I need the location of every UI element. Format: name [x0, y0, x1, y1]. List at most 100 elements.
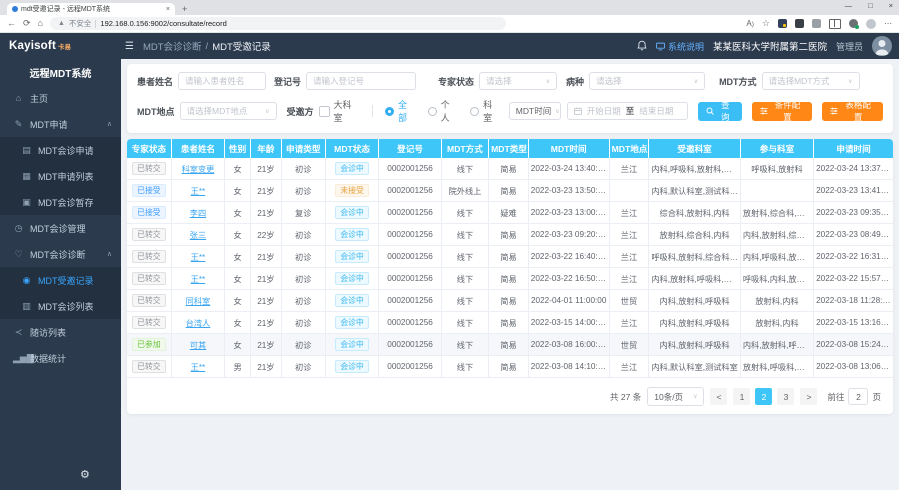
breadcrumb-current: MDT受邀记录: [212, 42, 271, 53]
patient-name-link[interactable]: 王**: [190, 362, 206, 372]
back-icon[interactable]: ←: [7, 18, 16, 28]
reload-icon[interactable]: ⟳: [23, 18, 31, 28]
breadcrumb-separator: /: [205, 40, 209, 52]
extension-icon[interactable]: [795, 19, 804, 28]
sidebar-item-followup-list[interactable]: ≺ 随访列表: [0, 319, 121, 345]
new-tab-button[interactable]: +: [182, 4, 188, 14]
column-header: MDT地点: [609, 139, 650, 158]
patient-name-link[interactable]: 王**: [190, 252, 206, 262]
sidebar-group-mdt-apply[interactable]: ✎ MDT申请 ∧: [0, 111, 121, 137]
prev-page-button[interactable]: <: [710, 388, 728, 405]
patient-name-link[interactable]: 科室变更: [181, 164, 215, 174]
invited-radio-all[interactable]: 全部: [384, 98, 416, 124]
invited-radio-dept[interactable]: 科室: [470, 98, 501, 124]
sidebar-item-mdt-draft[interactable]: ▣ MDT会诊暂存: [0, 189, 121, 215]
table-row[interactable]: 已接受 李四 女 21岁 复诊 会诊中 0002001256 线下 疑难 2022-03-23 1…: [127, 201, 893, 224]
cell-expert-status: 已转交: [127, 223, 172, 246]
window-minimize-button[interactable]: —: [844, 1, 853, 10]
radio-label: 科室: [483, 100, 493, 123]
sidebar-item-home[interactable]: ⌂ 主页: [0, 85, 121, 111]
disease-placeholder: 请选择: [596, 76, 622, 86]
sidebar-item-mdt-invite-record[interactable]: ◉ MDT受邀记录: [0, 267, 121, 293]
sidebar-item-mdt-consult-list[interactable]: ▥ MDT会诊列表: [0, 293, 121, 319]
patient-name-link[interactable]: 王**: [190, 274, 206, 284]
disease-select[interactable]: 请选择 ∨: [589, 72, 706, 90]
cell-age: 21岁: [250, 289, 282, 312]
table-row[interactable]: 已转交 王** 女 21岁 初诊 会诊中 0002001256 线下 简易 2022-03-22 …: [127, 267, 893, 290]
cell-joined-depts: 呼吸科,内科,放射科,影像科: [740, 267, 815, 290]
cell-mdt-mode: 线下: [441, 223, 490, 246]
bell-icon[interactable]: [637, 40, 647, 53]
sidebar-item-mdt-manage[interactable]: ◷ MDT会诊管理: [0, 215, 121, 241]
cell-mdt-time: 2022-03-22 16:40:00: [528, 245, 610, 268]
column-header: 受邀科室: [648, 139, 741, 158]
sidebar-item-mdt-apply-list[interactable]: ▦ MDT申请列表: [0, 163, 121, 189]
system-help-link[interactable]: 系统说明: [656, 40, 704, 53]
table-row[interactable]: 已转交 张三女 22岁 初诊 会诊中 0002001256 线下 简易 2022-03-23 0…: [127, 223, 893, 246]
chevron-down-icon: ∨: [265, 108, 270, 115]
favorite-star-icon[interactable]: ☆: [761, 18, 770, 28]
cell-mdt-mode: 线下: [441, 201, 490, 224]
time-field-select[interactable]: MDT时间 ∨: [508, 102, 561, 120]
browser-tab[interactable]: mdt受邀记录 - 远程MDT系统 ×: [7, 3, 175, 15]
invited-radio-personal[interactable]: 个人: [427, 98, 459, 124]
patient-name-input[interactable]: [178, 72, 267, 90]
sidebar-group-mdt-diagnose[interactable]: ♡ MDT会诊诊断 ∧: [0, 241, 121, 267]
page-button-3[interactable]: 3: [777, 388, 795, 405]
sidebar-fold-icon[interactable]: ☰: [125, 40, 134, 52]
table-row[interactable]: 已转交 科室变更女 21岁 初诊 会诊中 0002001256 线下 简易 2022-03-24…: [127, 158, 893, 180]
search-button[interactable]: 查询: [697, 100, 742, 122]
page-size-select[interactable]: 10条/页 ∨: [647, 387, 705, 406]
table-row[interactable]: 已转交 同科室 女 21岁 初诊 会诊中 0002001256 线下 简易 2022-04-01 …: [127, 289, 893, 312]
extension-icon[interactable]: [812, 19, 821, 28]
goto-page-input[interactable]: [848, 388, 869, 405]
home-page-icon: ⌂: [15, 93, 22, 103]
cell-invited-depts: 内科,默认科室,测试科室,放射科: [648, 179, 741, 202]
window-close-button[interactable]: ×: [888, 1, 893, 10]
sidebar-item-data-stats[interactable]: ▂▅▇ 数据统计: [0, 345, 121, 371]
table-row[interactable]: 已转交 台湾人女 21岁 初诊 会诊中 0002001256 线下 简易 2022-03-15 …: [127, 311, 893, 334]
date-range-picker[interactable]: 开始日期 至 结束日期: [566, 102, 688, 120]
split-screen-icon[interactable]: [829, 18, 841, 29]
table-row[interactable]: 已参加 可其女 21岁 初诊 会诊中 0002001256 线下 简易 2022-03-08 1…: [127, 333, 893, 356]
table-row[interactable]: 已接受 王** 女 21岁 初诊 未接受 0002001256 院外线上 简易 2022-03-2…: [127, 179, 893, 202]
patient-name-link[interactable]: 李四: [189, 208, 207, 218]
mdt-mode-select[interactable]: 请选择MDT方式 ∨: [761, 72, 860, 90]
extension-badge-icon[interactable]: [849, 19, 859, 29]
cell-gender: 女: [224, 158, 252, 180]
invited-dept-checkbox[interactable]: 大科室: [318, 98, 360, 124]
expert-status-select[interactable]: 请选择 ∨: [479, 72, 558, 90]
cell-expert-status: 已转交: [127, 158, 172, 180]
user-avatar[interactable]: [872, 36, 892, 56]
condition-config-button[interactable]: 条件配置: [751, 100, 813, 122]
sidebar-item-mdt-consult-apply[interactable]: ▤ MDT会诊申请: [0, 137, 121, 163]
table-row[interactable]: 已转交 王** 女 21岁 初诊 会诊中 0002001256 线下 简易 2022-03-22 …: [127, 245, 893, 268]
patient-name-link[interactable]: 张三: [189, 230, 207, 240]
gear-icon[interactable]: ⚙: [80, 469, 90, 481]
browser-profile-avatar[interactable]: [866, 18, 876, 29]
reg-no-input[interactable]: [306, 72, 417, 90]
page-button-2[interactable]: 2: [755, 388, 773, 405]
cell-gender: 女: [224, 267, 252, 290]
extension-icon[interactable]: [778, 19, 787, 28]
patient-name-link[interactable]: 台湾人: [185, 318, 211, 328]
window-restore-button[interactable]: □: [868, 1, 873, 10]
next-page-button[interactable]: >: [800, 388, 818, 405]
page-button-1[interactable]: 1: [733, 388, 751, 405]
patient-name-link[interactable]: 同科室: [185, 296, 211, 306]
table-row[interactable]: 已转交 王** 男 21岁 初诊 会诊中 0002001256 线下 简易 2022-03-08 …: [127, 355, 893, 378]
expert-status-tag: 已接受: [132, 184, 166, 197]
read-aloud-icon[interactable]: A): [746, 19, 754, 28]
edit-icon: ✎: [14, 118, 23, 129]
address-bar[interactable]: ▲ 不安全 192.168.0.156:9002/consultate/reco…: [49, 17, 506, 30]
cell-reg-no: 0002001256: [378, 311, 442, 334]
home-icon[interactable]: ⌂: [37, 18, 43, 28]
mdt-place-select[interactable]: 请选择MDT地点 ∨: [179, 102, 277, 120]
patient-name-link[interactable]: 王**: [190, 186, 206, 196]
table-config-button[interactable]: 表格配置: [822, 100, 884, 122]
browser-menu-icon[interactable]: ⋯: [884, 19, 892, 28]
patient-name-link[interactable]: 可其: [189, 340, 207, 350]
radio-icon: [427, 106, 437, 116]
goto-label: 前往: [827, 391, 845, 402]
tab-close-icon[interactable]: ×: [165, 5, 170, 13]
